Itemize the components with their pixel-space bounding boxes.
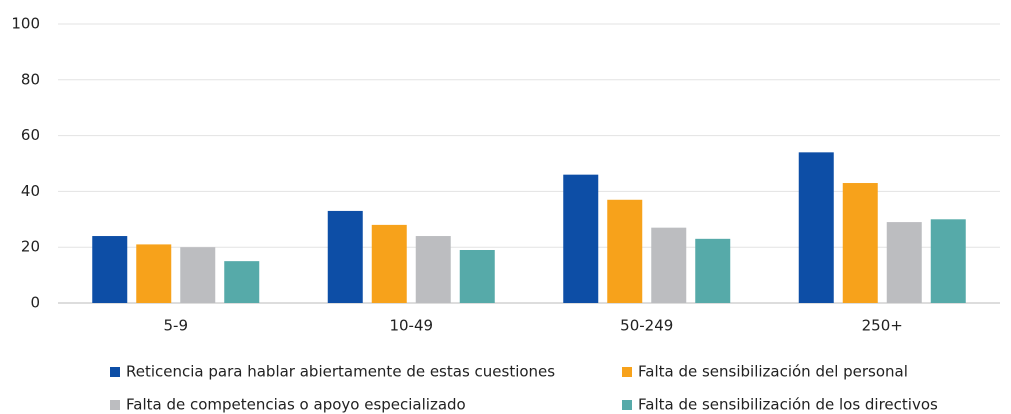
legend-label: Falta de sensibilización de los directiv…	[638, 396, 938, 414]
y-tick-label: 60	[21, 126, 40, 144]
x-tick-label: 50-249	[620, 317, 673, 335]
bar	[886, 222, 922, 303]
bar	[459, 249, 495, 303]
bar	[798, 152, 834, 303]
bar	[930, 219, 966, 303]
x-tick-label: 10-49	[389, 317, 433, 335]
y-tick-label: 80	[21, 70, 40, 88]
legend-swatch	[110, 400, 120, 410]
y-tick-label: 0	[30, 294, 40, 312]
bar	[371, 224, 407, 303]
bar	[415, 236, 451, 303]
legend-label: Falta de competencias o apoyo especializ…	[126, 396, 466, 414]
legend-label: Falta de sensibilización del personal	[638, 363, 908, 381]
bar	[651, 227, 687, 303]
x-tick-label: 250+	[862, 317, 903, 335]
bar	[92, 236, 128, 303]
bar	[136, 244, 172, 303]
bar	[695, 238, 731, 303]
y-tick-label: 20	[21, 238, 40, 256]
x-tick-label: 5-9	[164, 317, 189, 335]
legend-label: Reticencia para hablar abiertamente de e…	[126, 363, 555, 381]
bar	[180, 247, 216, 303]
bar	[607, 199, 643, 303]
legend-swatch	[110, 367, 120, 377]
y-tick-label: 40	[21, 182, 40, 200]
y-tick-label: 100	[11, 15, 40, 33]
bar	[563, 174, 599, 303]
legend-swatch	[622, 400, 632, 410]
legend-swatch	[622, 367, 632, 377]
bar	[842, 183, 878, 303]
bar	[224, 261, 260, 303]
bar	[327, 210, 363, 303]
